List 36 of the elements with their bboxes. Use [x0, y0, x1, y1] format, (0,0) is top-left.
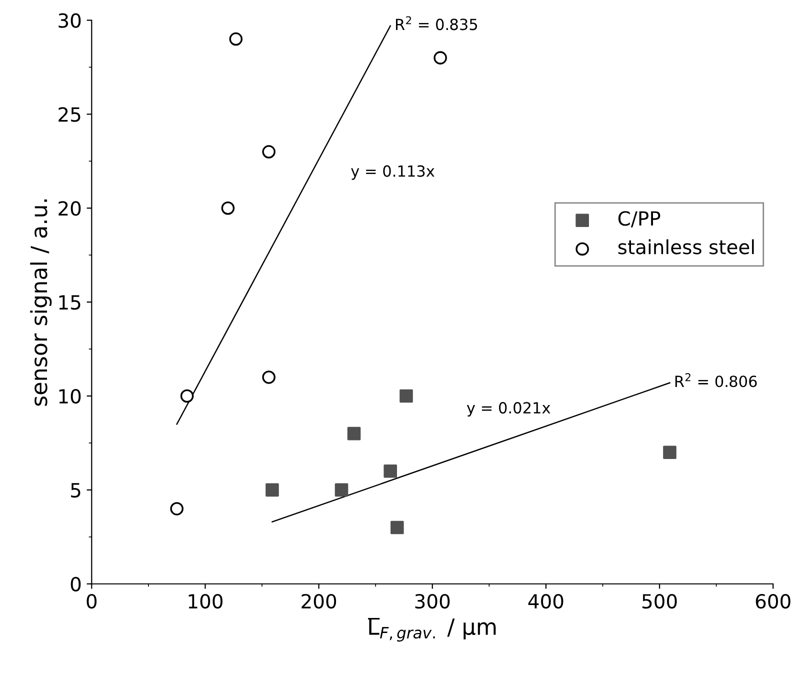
point — [170, 502, 184, 516]
x-tick-label: 0 — [86, 594, 97, 609]
annotation: y = 0.021x — [466, 402, 550, 417]
y-tick-label: 20 — [58, 201, 81, 216]
legend-label: stainless steel — [618, 239, 754, 254]
point — [266, 483, 279, 497]
x-tick-label: 100 — [188, 594, 222, 609]
y-tick-label: 25 — [58, 107, 80, 122]
x-tick-label: 600 — [756, 594, 790, 609]
point — [434, 51, 447, 64]
y-tick-label: 15 — [59, 295, 80, 310]
point — [384, 464, 397, 478]
x-axis-title: L̅$_{F,grav.}$ / µm — [368, 618, 496, 642]
point — [262, 370, 276, 384]
x-tick-label: 400 — [528, 594, 564, 609]
point — [229, 32, 243, 46]
y-tick-label: 0 — [70, 576, 81, 592]
annotation: R$^{2}$ = 0.806 — [675, 373, 757, 388]
y-tick-label: 30 — [58, 13, 81, 28]
point — [262, 145, 276, 158]
y-axis-title: sensor signal / a.u. — [30, 200, 52, 406]
point — [663, 446, 676, 460]
y-tick-label: 5 — [71, 483, 80, 498]
point — [347, 426, 361, 440]
point — [390, 520, 404, 534]
annotation: y = 0.113x — [351, 165, 434, 180]
point — [400, 389, 413, 403]
x-tick-label: 500 — [642, 594, 677, 609]
point — [180, 389, 194, 403]
y-tick-label: 10 — [59, 388, 81, 404]
annotation: R$^{2}$ = 0.835 — [396, 16, 478, 30]
x-tick-label: 300 — [415, 594, 450, 609]
x-tick-label: 200 — [302, 594, 336, 609]
point — [334, 483, 348, 497]
point — [221, 201, 235, 215]
legend-label: C/PP — [618, 211, 660, 228]
